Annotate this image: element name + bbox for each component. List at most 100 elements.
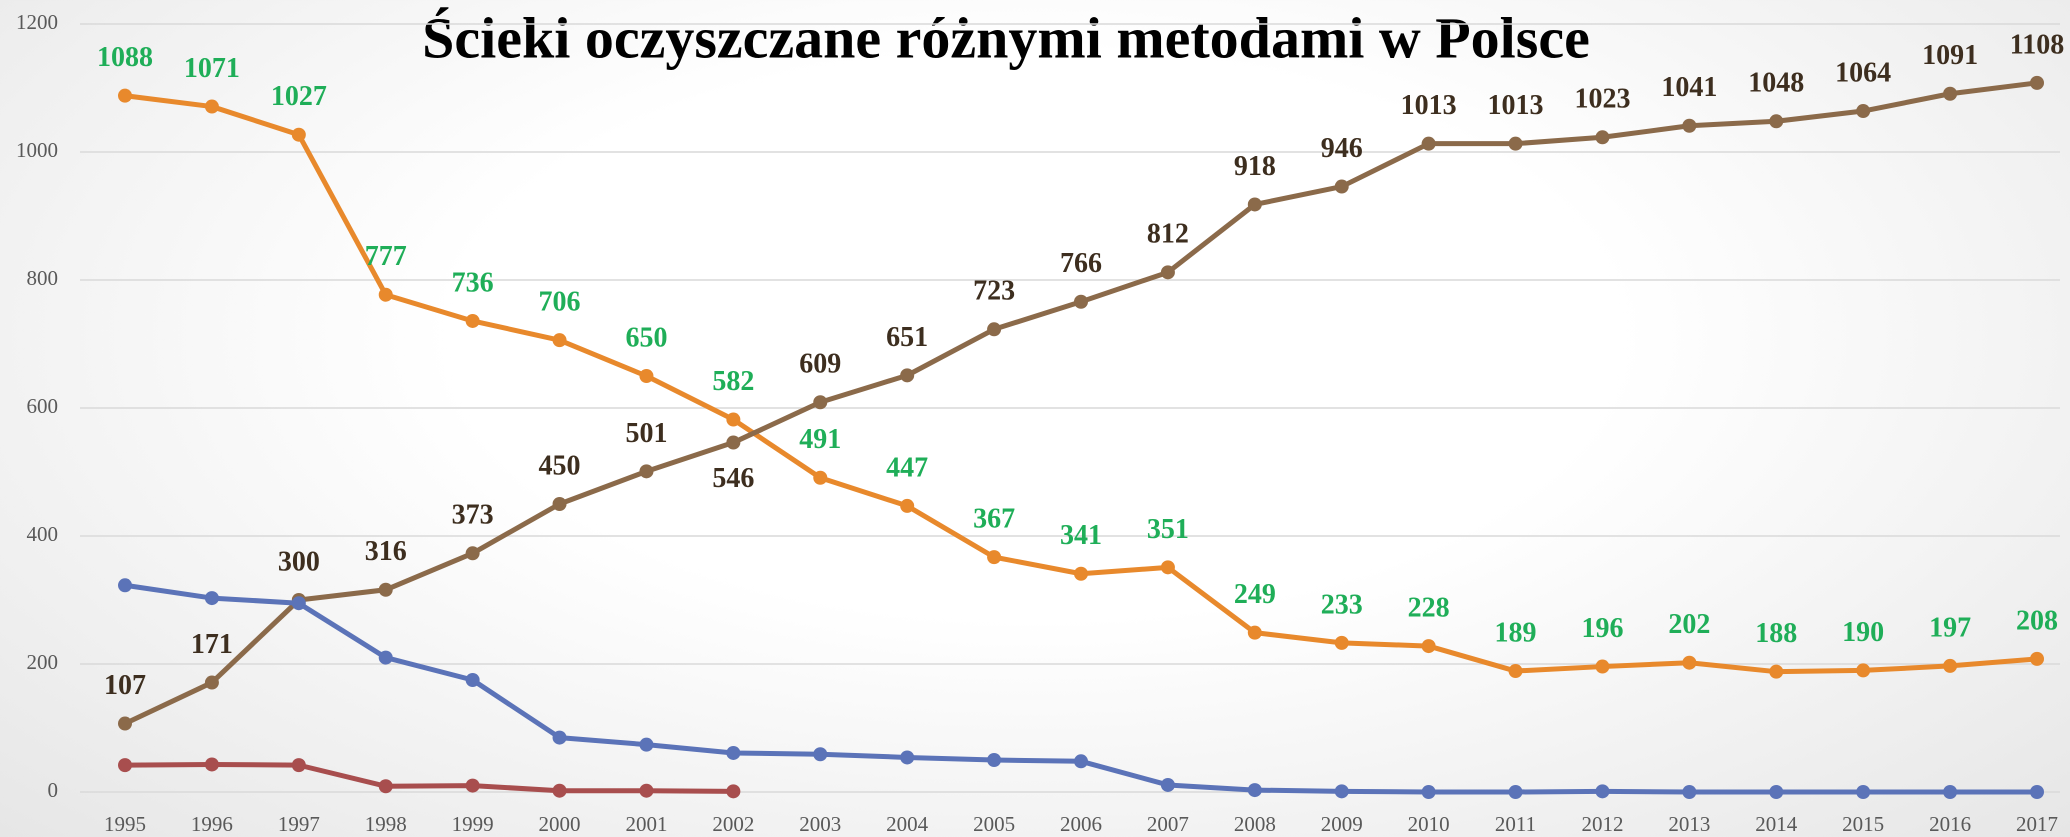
- point: [1421, 639, 1436, 654]
- point: [465, 313, 480, 328]
- data-label: 373: [452, 500, 494, 531]
- data-label: 300: [278, 546, 320, 577]
- data-label: 766: [1060, 248, 1102, 279]
- data-label: 491: [799, 424, 841, 455]
- y-tick-label: 200: [27, 650, 59, 674]
- line: [124, 93, 2038, 675]
- point: [987, 550, 1002, 565]
- point: [900, 368, 915, 383]
- data-label: 501: [625, 418, 667, 449]
- x-tick-label: 2006: [1060, 812, 1102, 836]
- point: [1334, 179, 1349, 194]
- point: [1595, 659, 1610, 674]
- point: [1769, 664, 1784, 679]
- data-label: 197: [1929, 612, 1971, 643]
- x-tick-label: 1996: [191, 812, 233, 836]
- point: [1074, 566, 1088, 581]
- x-tick-label: 1997: [278, 812, 320, 836]
- point: [1595, 130, 1610, 145]
- point: [1160, 777, 1175, 792]
- x-tick-label: 1999: [452, 812, 494, 836]
- point: [1508, 785, 1523, 799]
- line: [123, 80, 2038, 726]
- x-tick-label: 2004: [886, 812, 929, 836]
- point: [378, 582, 393, 597]
- point: [291, 758, 306, 773]
- point: [639, 369, 654, 383]
- point: [1508, 664, 1523, 679]
- x-tick-label: 2003: [799, 812, 841, 836]
- line: [124, 761, 734, 794]
- data-label: 582: [712, 366, 754, 397]
- point: [639, 783, 654, 798]
- chart-title: Ścieki oczyszczane różnymi metodami w Po…: [422, 5, 1590, 70]
- point: [552, 497, 567, 511]
- point: [291, 596, 306, 611]
- point: [1160, 265, 1175, 280]
- point: [1508, 136, 1523, 151]
- point: [813, 470, 828, 485]
- point: [1421, 136, 1436, 151]
- point: [378, 287, 393, 302]
- data-label: 447: [886, 452, 928, 483]
- data-label: 1091: [1922, 40, 1978, 71]
- point: [1074, 294, 1088, 309]
- data-label: 208: [2016, 605, 2058, 636]
- data-label: 918: [1234, 151, 1276, 182]
- data-label: 609: [799, 349, 841, 380]
- point: [900, 498, 915, 513]
- point: [118, 88, 132, 103]
- point: [1247, 197, 1262, 212]
- data-label: 367: [973, 504, 1015, 535]
- point: [118, 758, 132, 773]
- x-tick-label: 2014: [1755, 812, 1798, 836]
- x-tick-label: 2016: [1929, 812, 1971, 836]
- x-tick-label: 2009: [1321, 812, 1363, 836]
- x-tick-label: 2007: [1147, 812, 1189, 836]
- x-tick-label: 2012: [1581, 812, 1623, 836]
- data-label: 650: [625, 322, 667, 353]
- point: [1682, 655, 1697, 670]
- point: [813, 747, 828, 762]
- data-label: 651: [886, 322, 928, 353]
- point: [1074, 754, 1088, 769]
- data-label: 1013: [1488, 90, 1544, 121]
- point: [1247, 625, 1262, 640]
- x-tick-label: 2002: [712, 812, 754, 836]
- point: [726, 784, 741, 799]
- point: [1247, 783, 1262, 798]
- data-label: 706: [539, 287, 581, 318]
- point: [2030, 651, 2044, 666]
- data-label: 107: [104, 670, 146, 701]
- point: [1856, 104, 1871, 119]
- point: [1769, 114, 1784, 129]
- y-tick-label: 800: [27, 266, 59, 290]
- data-label: 1041: [1661, 72, 1717, 103]
- data-label: 450: [539, 450, 581, 481]
- data-label: 171: [191, 629, 233, 660]
- point: [726, 412, 741, 427]
- point: [1682, 785, 1697, 799]
- x-tick-label: 2008: [1234, 812, 1276, 836]
- point: [552, 730, 567, 745]
- point: [1943, 86, 1958, 101]
- point: [2030, 75, 2044, 90]
- data-label: 351: [1147, 514, 1189, 545]
- point: [378, 779, 393, 794]
- point: [1943, 785, 1958, 799]
- point: [204, 591, 219, 606]
- data-label: 1013: [1401, 90, 1457, 121]
- data-label: 202: [1668, 609, 1710, 640]
- data-label: 1048: [1748, 68, 1804, 99]
- point: [1334, 784, 1349, 799]
- point: [1856, 785, 1871, 799]
- x-tick-label: 1995: [104, 812, 146, 836]
- point: [900, 750, 915, 765]
- x-tick-label: 2005: [973, 812, 1015, 836]
- point: [726, 435, 741, 450]
- data-label: 546: [712, 463, 754, 494]
- point: [987, 322, 1002, 337]
- point: [465, 673, 480, 687]
